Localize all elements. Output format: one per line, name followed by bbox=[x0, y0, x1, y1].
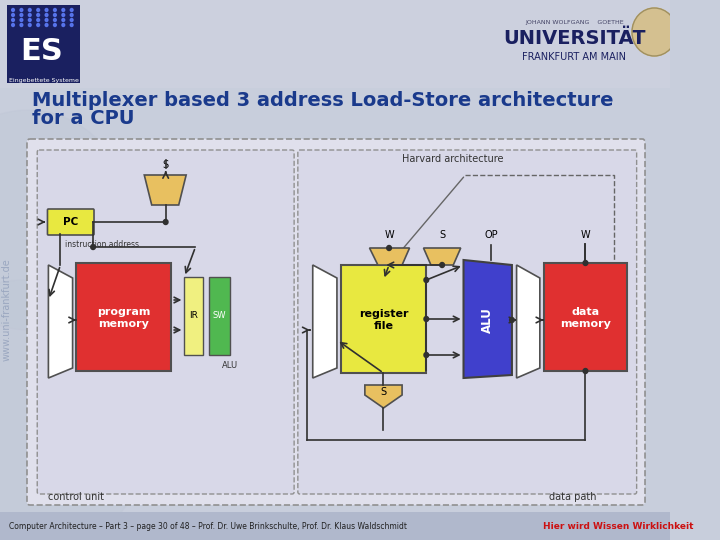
Text: W: W bbox=[580, 230, 590, 240]
Circle shape bbox=[45, 24, 48, 26]
Circle shape bbox=[37, 18, 40, 22]
Circle shape bbox=[20, 18, 23, 22]
Circle shape bbox=[20, 9, 23, 11]
Circle shape bbox=[53, 18, 56, 22]
Text: www.uni-frankfurt.de: www.uni-frankfurt.de bbox=[1, 259, 12, 361]
Circle shape bbox=[12, 18, 14, 22]
Circle shape bbox=[45, 9, 48, 11]
Polygon shape bbox=[48, 265, 73, 378]
Text: OP: OP bbox=[485, 230, 498, 240]
Circle shape bbox=[28, 9, 31, 11]
Circle shape bbox=[45, 14, 48, 17]
Bar bbox=[7, 5, 80, 83]
Circle shape bbox=[28, 14, 31, 17]
Text: Multiplexer based 3 address Load-Store architecture: Multiplexer based 3 address Load-Store a… bbox=[32, 91, 613, 110]
Polygon shape bbox=[464, 260, 512, 378]
Text: register
file: register file bbox=[359, 309, 408, 331]
Circle shape bbox=[424, 316, 428, 321]
Text: UNIVERSITÄT: UNIVERSITÄT bbox=[503, 29, 646, 48]
Circle shape bbox=[37, 9, 40, 11]
Circle shape bbox=[0, 280, 153, 540]
Circle shape bbox=[424, 278, 428, 282]
Text: program
memory: program memory bbox=[97, 307, 150, 329]
Circle shape bbox=[71, 18, 73, 22]
FancyBboxPatch shape bbox=[27, 139, 645, 505]
Text: W: W bbox=[384, 230, 394, 240]
Circle shape bbox=[583, 368, 588, 374]
Bar bbox=[76, 263, 171, 371]
Circle shape bbox=[20, 24, 23, 26]
Bar bbox=[210, 277, 230, 355]
Circle shape bbox=[12, 24, 14, 26]
Text: ALU: ALU bbox=[222, 361, 238, 370]
Circle shape bbox=[71, 9, 73, 11]
Polygon shape bbox=[365, 385, 402, 408]
Text: for a CPU: for a CPU bbox=[32, 109, 134, 128]
Text: data path: data path bbox=[549, 492, 597, 502]
Bar bbox=[0, 0, 670, 88]
Circle shape bbox=[440, 262, 444, 267]
Polygon shape bbox=[144, 175, 186, 205]
Circle shape bbox=[28, 24, 31, 26]
Circle shape bbox=[62, 14, 65, 17]
Text: ALU: ALU bbox=[481, 307, 494, 333]
Text: IR: IR bbox=[189, 312, 198, 321]
Polygon shape bbox=[516, 265, 540, 378]
Bar bbox=[0, 512, 670, 540]
FancyBboxPatch shape bbox=[298, 150, 636, 494]
Circle shape bbox=[424, 353, 428, 357]
Polygon shape bbox=[369, 248, 410, 265]
Circle shape bbox=[71, 14, 73, 17]
Circle shape bbox=[0, 110, 130, 330]
Circle shape bbox=[12, 9, 14, 11]
Text: Computer Architecture – Part 3 – page 30 of 48 – Prof. Dr. Uwe Brinkschulte, Pro: Computer Architecture – Part 3 – page 30… bbox=[9, 522, 408, 531]
Text: instruction address: instruction address bbox=[65, 240, 139, 249]
Text: S: S bbox=[163, 160, 168, 170]
Circle shape bbox=[71, 24, 73, 26]
Bar bbox=[341, 265, 426, 373]
Text: S: S bbox=[439, 230, 445, 240]
Circle shape bbox=[387, 246, 392, 251]
Text: Hier wird Wissen Wirklichkeit: Hier wird Wissen Wirklichkeit bbox=[543, 522, 693, 531]
Circle shape bbox=[53, 14, 56, 17]
Circle shape bbox=[45, 18, 48, 22]
Text: Eingebettete Systeme: Eingebettete Systeme bbox=[9, 78, 79, 83]
Bar bbox=[544, 263, 627, 371]
Circle shape bbox=[583, 260, 588, 266]
FancyBboxPatch shape bbox=[37, 150, 294, 494]
Polygon shape bbox=[423, 248, 461, 265]
Bar bbox=[184, 277, 203, 355]
Text: SW: SW bbox=[213, 312, 226, 321]
Circle shape bbox=[53, 24, 56, 26]
Text: Harvard architecture: Harvard architecture bbox=[402, 154, 503, 164]
Polygon shape bbox=[312, 265, 337, 378]
Circle shape bbox=[28, 18, 31, 22]
Circle shape bbox=[163, 219, 168, 225]
Circle shape bbox=[91, 245, 96, 249]
FancyBboxPatch shape bbox=[48, 209, 94, 235]
Text: S: S bbox=[380, 387, 387, 397]
Circle shape bbox=[632, 8, 677, 56]
Circle shape bbox=[37, 24, 40, 26]
Text: PC: PC bbox=[63, 217, 78, 227]
Circle shape bbox=[53, 9, 56, 11]
Circle shape bbox=[12, 14, 14, 17]
Circle shape bbox=[20, 14, 23, 17]
Text: control unit: control unit bbox=[48, 492, 104, 502]
Circle shape bbox=[510, 318, 514, 322]
Text: FRANKFURT AM MAIN: FRANKFURT AM MAIN bbox=[522, 52, 626, 62]
Circle shape bbox=[62, 18, 65, 22]
Text: ES: ES bbox=[20, 37, 63, 66]
Text: JOHANN WOLFGANG    GOETHE: JOHANN WOLFGANG GOETHE bbox=[525, 20, 624, 25]
Text: data
memory: data memory bbox=[560, 307, 611, 329]
Circle shape bbox=[62, 9, 65, 11]
Circle shape bbox=[37, 14, 40, 17]
Circle shape bbox=[62, 24, 65, 26]
